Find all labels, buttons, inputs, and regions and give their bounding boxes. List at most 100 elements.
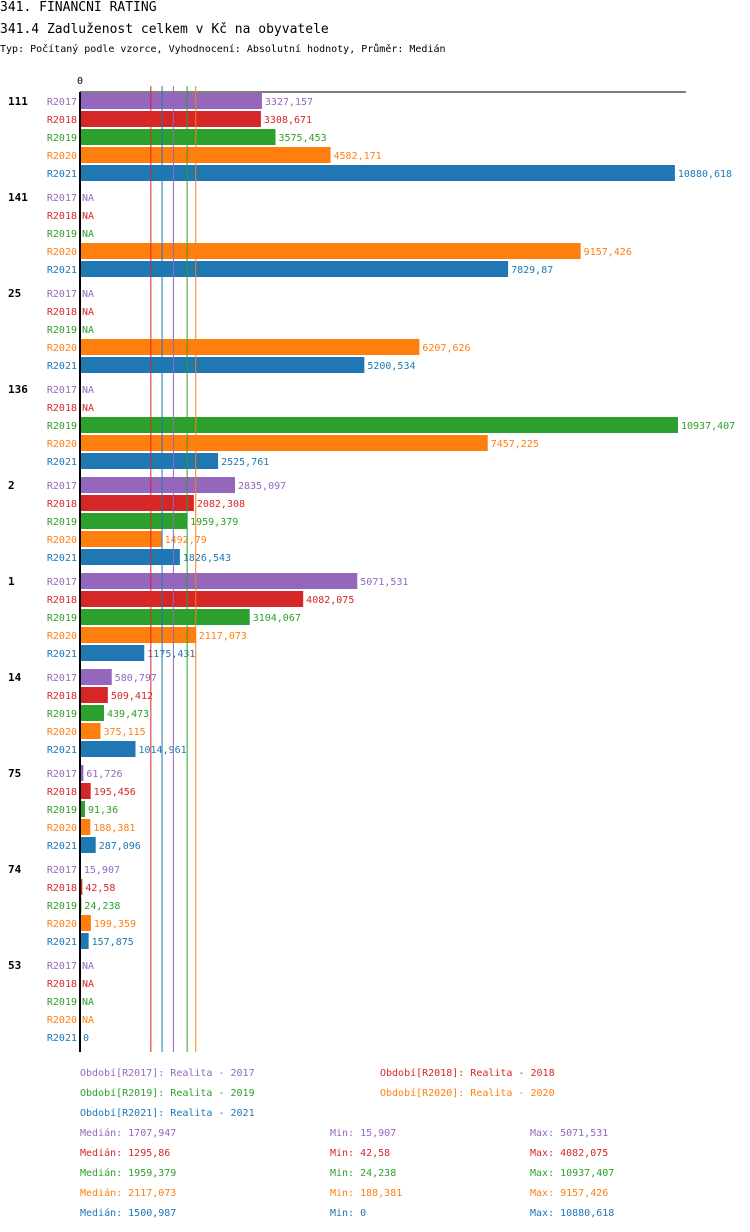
page-title: 341. FINANČNÍ RATING <box>0 0 157 15</box>
series-row-label: R2018 <box>47 691 77 702</box>
data-label: 195,456 <box>94 787 136 798</box>
series-row-label: R2019 <box>47 325 77 336</box>
data-label: 1175,431 <box>147 649 195 660</box>
group-label: 2 <box>8 479 15 492</box>
bar <box>80 243 581 259</box>
bar <box>80 645 145 661</box>
data-label: 3308,671 <box>264 115 312 126</box>
data-label: NA <box>82 979 94 990</box>
series-row-label: R2019 <box>47 613 77 624</box>
series-row-label: R2017 <box>47 385 77 396</box>
data-label: NA <box>82 997 94 1008</box>
series-row-label: R2020 <box>47 151 77 162</box>
bar <box>80 165 675 181</box>
series-row-label: R2021 <box>47 745 77 756</box>
series-row-label: R2020 <box>47 343 77 354</box>
zero-tick-label: 0 <box>77 76 83 87</box>
series-row-label: R2018 <box>47 979 77 990</box>
series-row-label: R2017 <box>47 673 77 684</box>
data-label: 1014,961 <box>138 745 186 756</box>
data-label: 580,797 <box>115 673 157 684</box>
data-label: 1959,379 <box>190 517 238 528</box>
group-label: 14 <box>8 671 22 684</box>
series-row-label: R2017 <box>47 961 77 972</box>
series-row-label: R2021 <box>47 457 77 468</box>
series-row-label: R2021 <box>47 169 77 180</box>
bar <box>80 591 304 607</box>
data-label: NA <box>82 289 94 300</box>
series-row-label: R2017 <box>47 97 77 108</box>
legend-item-r2021: Období[R2021]: Realita - 2021 <box>80 1108 255 1119</box>
series-row-label: R2021 <box>47 361 77 372</box>
series-row-label: R2021 <box>47 265 77 276</box>
data-label: 157,875 <box>92 937 134 948</box>
series-row-label: R2018 <box>47 211 77 222</box>
data-label: 5071,531 <box>360 577 408 588</box>
data-label: 439,473 <box>107 709 149 720</box>
group-label: 1 <box>8 575 15 588</box>
series-row-label: R2017 <box>47 193 77 204</box>
bar <box>80 417 678 433</box>
data-label: 10937,407 <box>681 421 735 432</box>
bar <box>80 687 108 703</box>
bar <box>80 435 488 451</box>
data-label: 375,115 <box>104 727 146 738</box>
stat-median-r2019: Medián: 1959,379 <box>80 1168 177 1179</box>
series-row-label: R2020 <box>47 919 77 930</box>
series-row-label: R2020 <box>47 439 77 450</box>
data-label: 42,58 <box>85 883 115 894</box>
series-row-label: R2020 <box>47 727 77 738</box>
data-label: 7829,87 <box>511 265 553 276</box>
group-label: 25 <box>8 287 21 300</box>
series-row-label: R2021 <box>47 649 77 660</box>
series-row-label: R2021 <box>47 553 77 564</box>
data-label: 0 <box>83 1033 89 1044</box>
data-label: 15,907 <box>84 865 120 876</box>
bar <box>80 357 365 373</box>
series-row-label: R2020 <box>47 247 77 258</box>
bar <box>80 933 89 949</box>
bar <box>80 129 276 145</box>
series-row-label: R2017 <box>47 577 77 588</box>
series-row-label: R2019 <box>47 133 77 144</box>
stat-max-r2019: Max: 10937,407 <box>530 1168 615 1179</box>
bar <box>80 819 91 835</box>
series-row-label: R2019 <box>47 805 77 816</box>
data-label: 287,096 <box>99 841 141 852</box>
data-label: NA <box>82 307 94 318</box>
data-label: 91,36 <box>88 805 118 816</box>
stat-median-r2018: Medián: 1295,86 <box>80 1148 171 1159</box>
bar <box>80 705 105 721</box>
series-row-label: R2019 <box>47 229 77 240</box>
bar <box>80 513 188 529</box>
series-row-label: R2017 <box>47 481 77 492</box>
series-row-label: R2019 <box>47 421 77 432</box>
data-label: 1492,79 <box>165 535 207 546</box>
stat-median-r2020: Medián: 2117,073 <box>80 1188 177 1199</box>
data-label: NA <box>82 193 94 204</box>
data-label: 3104,067 <box>253 613 301 624</box>
bar <box>80 837 96 853</box>
data-label: 6207,626 <box>422 343 470 354</box>
data-label: 24,238 <box>84 901 120 912</box>
series-row-label: R2018 <box>47 787 77 798</box>
data-label: 3575,453 <box>278 133 326 144</box>
stat-max-r2020: Max: 9157,426 <box>530 1188 609 1199</box>
stat-max-r2017: Max: 5071,531 <box>530 1128 609 1139</box>
bar <box>80 93 262 109</box>
stat-min-r2020: Min: 188,381 <box>330 1188 403 1199</box>
data-label: 9157,426 <box>584 247 632 258</box>
stat-min-r2017: Min: 15,907 <box>330 1128 397 1139</box>
data-label: 199,359 <box>94 919 136 930</box>
data-label: NA <box>82 961 94 972</box>
data-label: 1826,543 <box>183 553 231 564</box>
bar <box>80 339 420 355</box>
bar <box>80 783 91 799</box>
bar <box>80 765 84 781</box>
bar <box>80 801 85 817</box>
stat-max-r2021: Max: 10880,618 <box>530 1208 615 1219</box>
stat-min-r2019: Min: 24,238 <box>330 1168 397 1179</box>
data-label: 2082,308 <box>197 499 245 510</box>
bar <box>80 147 331 163</box>
